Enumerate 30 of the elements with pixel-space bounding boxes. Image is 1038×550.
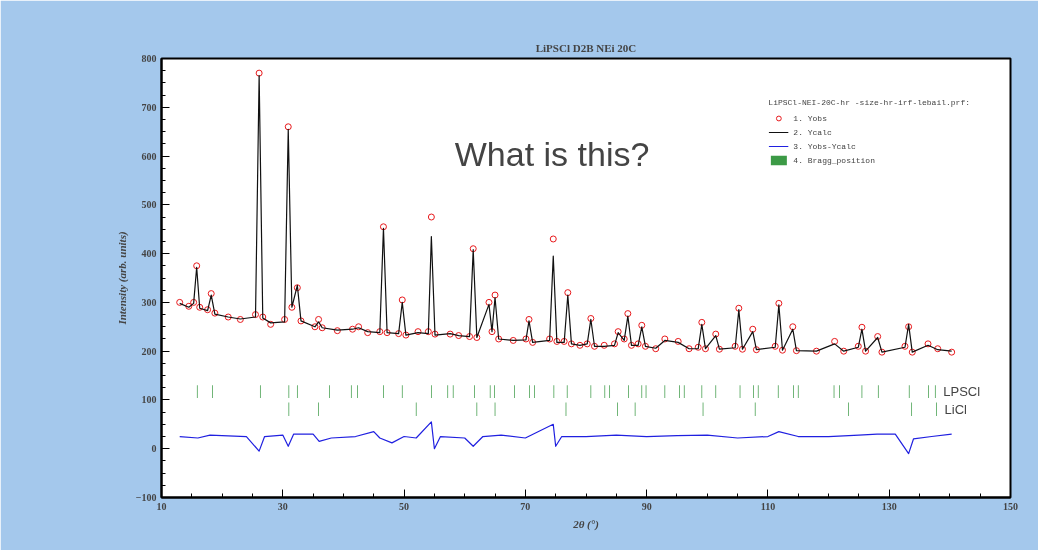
x-tick-label: 110 bbox=[760, 500, 776, 512]
x-tick-label: 30 bbox=[277, 500, 288, 512]
x-axis-title: 2θ (°) bbox=[572, 517, 599, 531]
y-tick-label: 500 bbox=[141, 199, 157, 211]
legend-label: 3. Yobs-Ycalc bbox=[793, 140, 856, 152]
x-tick-label: 10 bbox=[156, 500, 167, 512]
annotation: What is this? bbox=[454, 134, 650, 173]
y-tick-label: −100 bbox=[135, 492, 157, 503]
y-tick-label: 600 bbox=[141, 150, 157, 162]
legend-label: 4. Bragg_position bbox=[793, 154, 875, 166]
y-tick-label: 700 bbox=[141, 101, 157, 113]
y-tick-label: 200 bbox=[141, 345, 157, 357]
x-tick-label: 150 bbox=[1003, 500, 1018, 512]
line-series bbox=[179, 421, 953, 455]
legend-label: 2. Ycalc bbox=[793, 126, 832, 138]
y-tick-label: 300 bbox=[141, 296, 157, 308]
y-tick-label: 100 bbox=[141, 394, 157, 406]
x-tick-label: 70 bbox=[520, 500, 531, 512]
x-tick-label: 50 bbox=[399, 500, 410, 512]
annotation: LiCl bbox=[944, 401, 968, 417]
x-tick-label: 90 bbox=[641, 500, 652, 512]
y-tick-label: 800 bbox=[141, 53, 157, 64]
legend-title: LiPSCl-NEI-20C-hr -size-hr-irf-lebail.prf: bbox=[768, 98, 970, 107]
y-tick-label: 400 bbox=[141, 248, 157, 260]
y-tick-label: 0 bbox=[151, 443, 157, 455]
legend-label: 1. Yobs bbox=[793, 112, 827, 124]
annotation: LPSCl bbox=[943, 384, 981, 400]
y-axis-title: Intensity (arb. units) bbox=[115, 231, 129, 326]
chart-title: LiPSCl D2B NEi 20C bbox=[535, 41, 637, 54]
x-tick-label: 130 bbox=[881, 500, 897, 512]
